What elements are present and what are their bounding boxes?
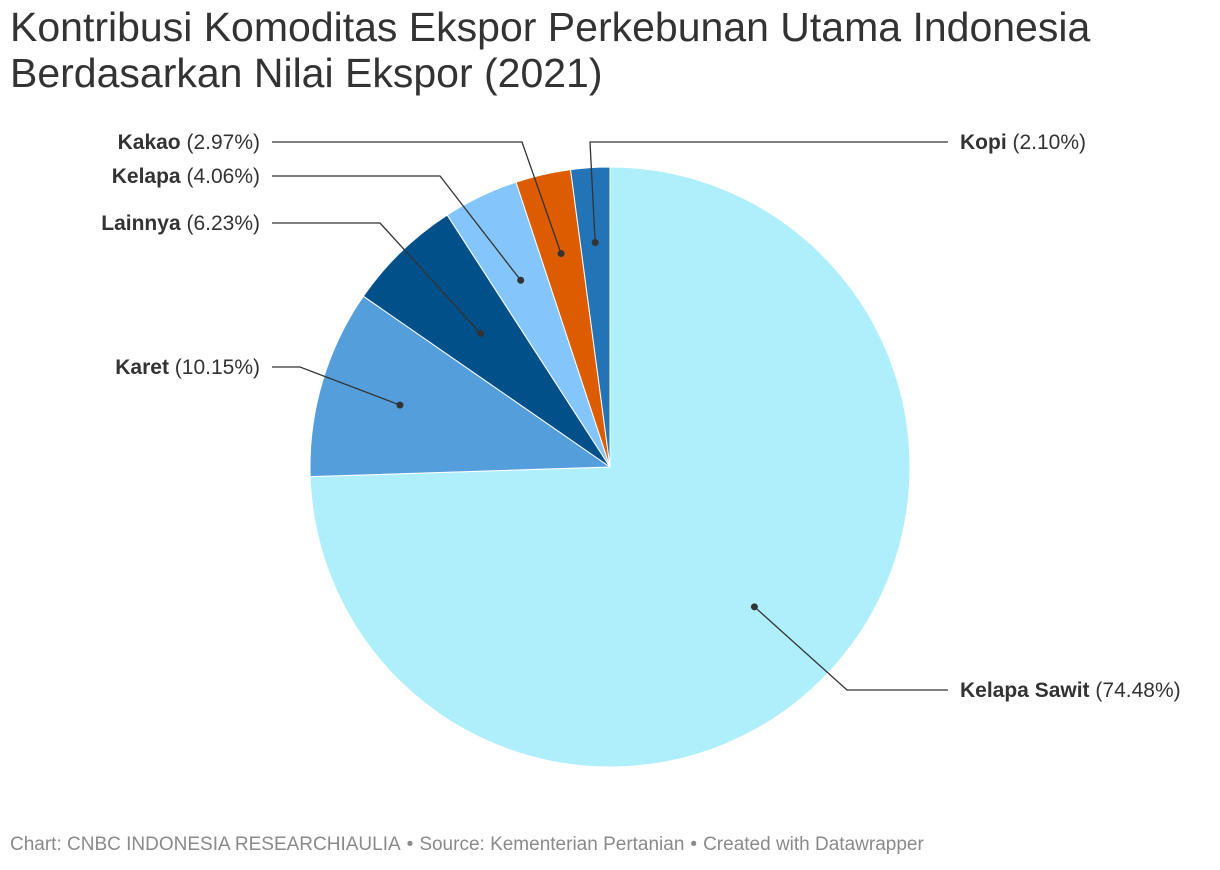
leader-line-kelapa-sawit xyxy=(753,606,948,691)
slice-label-value: (6.23%) xyxy=(181,212,260,235)
leader-dot-kelapa-sawit xyxy=(750,603,758,611)
leader-line-lainnya xyxy=(272,222,482,334)
slice-label-lainnya: Lainnya (6.23%) xyxy=(101,212,260,235)
footer-credit: Chart: CNBC INDONESIA RESEARCHIAULIA xyxy=(10,834,401,855)
slice-labels: Kelapa Sawit (74.48%) Karet (10.15%) Lainn… xyxy=(101,131,1180,702)
leader-line-karet xyxy=(272,366,401,406)
leader-dot-lainnya xyxy=(477,329,485,337)
pie-slices xyxy=(309,166,911,768)
slice-label-kelapa-sawit: Kelapa Sawit (74.48%) xyxy=(960,679,1181,702)
slice-label-karet: Karet (10.15%) xyxy=(115,356,260,379)
slice-label-value: (10.15%) xyxy=(169,356,260,379)
slice-label-name: Kelapa xyxy=(112,165,181,188)
slice-label-kopi: Kopi (2.10%) xyxy=(960,131,1086,154)
leader-lines xyxy=(272,141,948,691)
footer-separator: • xyxy=(690,834,698,855)
leader-line-kopi xyxy=(589,141,948,243)
slice-label-value: (2.10%) xyxy=(1007,131,1086,154)
slice-label-name: Karet xyxy=(115,356,169,379)
chart-footer: Chart: CNBC INDONESIA RESEARCHIAULIA • Sou… xyxy=(10,834,924,856)
footer-source: Source: Kementerian Pertanian xyxy=(419,834,685,855)
slice-label-name: Kakao xyxy=(118,131,181,154)
leader-dot-kakao xyxy=(557,250,565,258)
leader-dot-kelapa xyxy=(517,276,525,284)
pie-slice-kopi xyxy=(570,166,611,468)
slice-label-value: (4.06%) xyxy=(181,165,260,188)
leader-line-kelapa xyxy=(272,175,522,281)
slice-label-kelapa: Kelapa (4.06%) xyxy=(112,165,260,188)
leader-line-kakao xyxy=(272,141,562,254)
pie-slice-lainnya xyxy=(362,214,611,468)
slice-label-value: (74.48%) xyxy=(1090,679,1181,702)
leader-dot-karet xyxy=(396,401,404,409)
slice-label-value: (2.97%) xyxy=(181,131,260,154)
slice-label-kakao: Kakao (2.97%) xyxy=(118,131,260,154)
pie-chart: Kelapa Sawit (74.48%) Karet (10.15%) Lainn… xyxy=(101,131,1181,768)
pie-slice-karet xyxy=(309,295,611,478)
slice-label-name: Kelapa Sawit xyxy=(960,679,1090,702)
footer-separator: • xyxy=(406,834,414,855)
slice-label-name: Kopi xyxy=(960,131,1007,154)
slice-label-name: Lainnya xyxy=(101,212,181,235)
chart-title: Kontribusi Komoditas Ekspor Perkebunan U… xyxy=(10,4,1091,96)
leader-dot-kopi xyxy=(591,238,599,246)
footer-created-with: Created with Datawrapper xyxy=(703,834,924,855)
